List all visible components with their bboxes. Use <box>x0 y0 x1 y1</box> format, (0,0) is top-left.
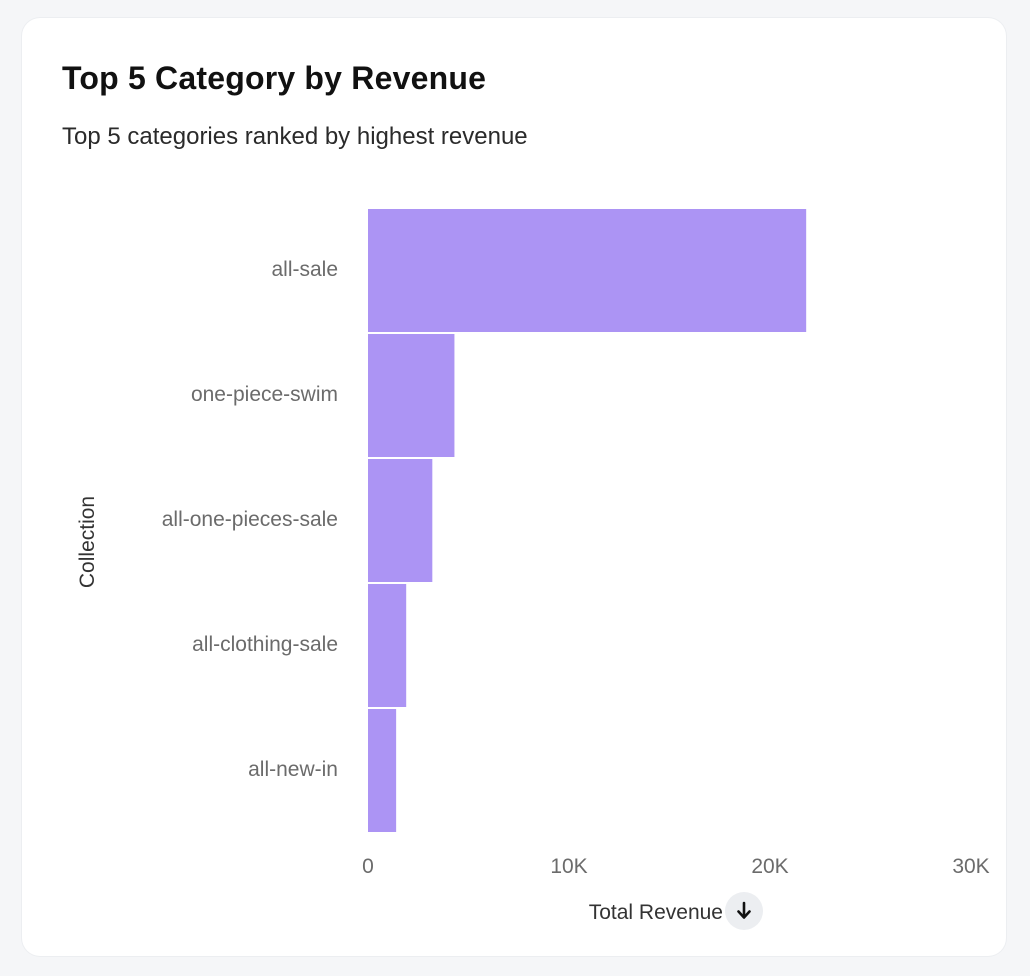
bar-all-sale[interactable] <box>368 209 807 332</box>
category-label: all-clothing-sale <box>192 633 338 656</box>
chart-title: Top 5 Category by Revenue <box>62 60 487 96</box>
sort-descending-button[interactable] <box>725 892 763 930</box>
bar-all-clothing-sale[interactable] <box>368 584 407 707</box>
category-label: one-piece-swim <box>191 383 338 406</box>
x-axis-title: Total Revenue <box>589 901 723 924</box>
arrow-down-icon <box>737 901 751 919</box>
chart-card: Top 5 Category by Revenue Top 5 categori… <box>22 18 1006 956</box>
category-label: all-new-in <box>248 758 338 781</box>
bar-all-one-pieces-sale[interactable] <box>368 459 433 582</box>
y-axis-title: Collection <box>76 496 99 588</box>
bar-one-piece-swim[interactable] <box>368 334 455 457</box>
category-label: all-one-pieces-sale <box>162 508 338 531</box>
bar-chart: all-sale one-piece-swim all-one-pieces-sal… <box>76 209 990 924</box>
x-tick-label: 30K <box>952 855 989 878</box>
category-labels: all-sale one-piece-swim all-one-pieces-sal… <box>162 258 338 781</box>
bar-all-new-in[interactable] <box>368 709 397 832</box>
x-tick-label: 20K <box>751 855 788 878</box>
x-axis-ticks: 0 10K 20K 30K <box>362 855 990 878</box>
chart-subtitle: Top 5 categories ranked by highest reven… <box>62 123 528 150</box>
x-tick-label: 0 <box>362 855 374 878</box>
category-label: all-sale <box>271 258 338 281</box>
bars-group <box>368 209 807 832</box>
x-tick-label: 10K <box>550 855 587 878</box>
